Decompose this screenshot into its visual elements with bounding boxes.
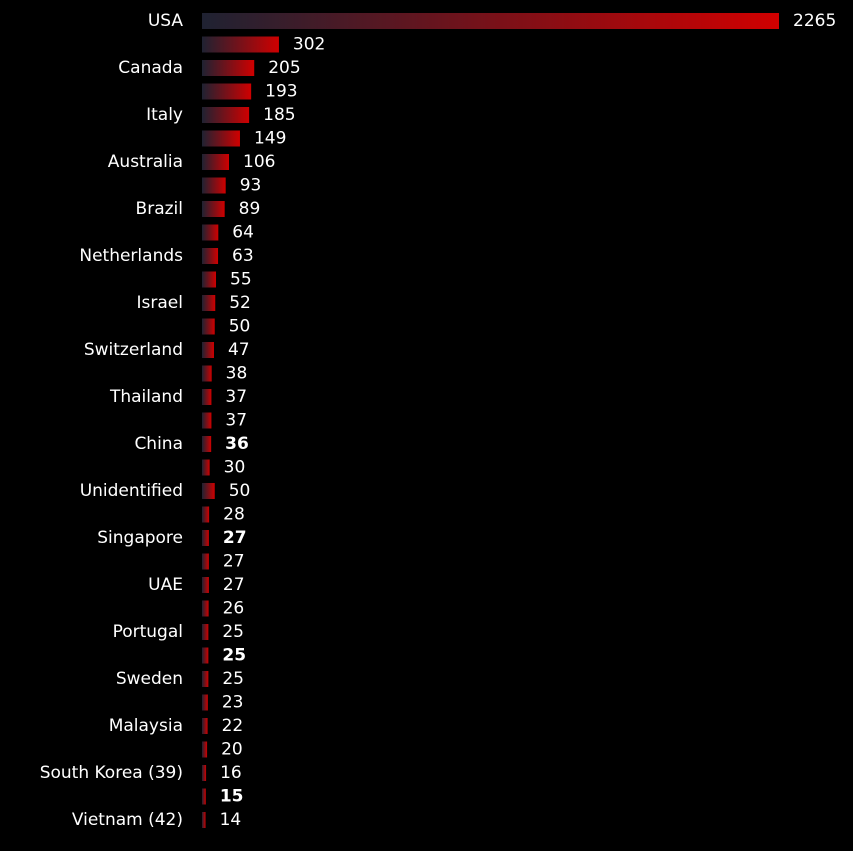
bar	[202, 506, 210, 523]
y-tick-label: Canada	[118, 58, 183, 78]
bar	[202, 624, 209, 640]
bar	[202, 412, 212, 429]
y-tick-label: Switzerland	[84, 340, 183, 360]
value-label: 27	[223, 528, 247, 548]
bar	[202, 365, 212, 382]
value-label: 26	[223, 599, 245, 619]
y-tick-label: Israel	[137, 293, 183, 313]
value-label: 14	[220, 810, 242, 830]
value-label: 50	[229, 317, 251, 337]
y-tick-label: USA	[148, 11, 184, 31]
value-label: 63	[232, 246, 254, 266]
value-label: 25	[222, 646, 246, 666]
y-tick-label: Australia	[108, 152, 183, 172]
value-label: 50	[229, 481, 251, 501]
bar	[202, 60, 255, 76]
bar	[202, 436, 212, 452]
value-label: 64	[232, 223, 254, 243]
value-label: 25	[222, 622, 244, 642]
value-label: 193	[265, 82, 297, 102]
bar	[202, 647, 209, 664]
value-label: 36	[225, 434, 249, 454]
bar	[202, 694, 208, 711]
bar	[202, 224, 219, 241]
y-tick-label: Thailand	[109, 387, 183, 407]
value-label: 52	[229, 293, 251, 313]
bar	[202, 765, 207, 781]
value-label: 38	[226, 364, 248, 384]
value-label: 149	[254, 129, 286, 149]
value-label: 37	[225, 387, 247, 407]
y-tick-label: China	[134, 434, 183, 454]
value-label: 23	[222, 693, 244, 713]
y-tick-label: South Korea (39)	[40, 763, 183, 783]
y-tick-label: Italy	[146, 105, 183, 125]
bar	[202, 83, 252, 100]
bar	[202, 788, 206, 805]
bar	[202, 530, 209, 546]
value-label: 16	[220, 763, 242, 783]
value-label: 28	[223, 505, 245, 525]
y-tick-label: Unidentified	[80, 481, 183, 501]
bar	[202, 718, 208, 734]
value-label: 20	[221, 740, 243, 760]
bar	[202, 130, 240, 147]
value-label: 205	[268, 58, 300, 78]
bar	[202, 271, 217, 288]
bar	[202, 154, 230, 170]
y-tick-label: Singapore	[97, 528, 183, 548]
bar	[202, 577, 209, 593]
bar	[202, 177, 226, 194]
value-label: 22	[222, 716, 244, 736]
bar	[202, 741, 208, 758]
value-label: 185	[263, 105, 295, 125]
value-label: 30	[224, 458, 246, 478]
bar	[202, 671, 209, 687]
bar	[202, 342, 214, 358]
bar	[202, 389, 212, 405]
bar	[202, 459, 210, 476]
value-label: 89	[239, 199, 261, 219]
y-tick-label: UAE	[148, 575, 183, 595]
value-label: 55	[230, 270, 252, 290]
bar	[202, 318, 215, 335]
value-label: 15	[220, 787, 244, 807]
value-label: 93	[240, 176, 262, 196]
y-tick-label: Brazil	[136, 199, 183, 219]
value-label: 2265	[793, 11, 836, 31]
bar	[202, 295, 216, 311]
value-label: 106	[243, 152, 275, 172]
bar	[202, 201, 225, 217]
bar	[202, 600, 209, 617]
value-label: 27	[223, 575, 245, 595]
bar	[202, 483, 215, 499]
value-label: 25	[222, 669, 244, 689]
y-tick-label: Malaysia	[109, 716, 183, 736]
y-tick-label: Sweden	[116, 669, 183, 689]
y-tick-label: Portugal	[113, 622, 183, 642]
bar	[202, 553, 209, 570]
bar	[202, 36, 279, 53]
value-label: 47	[228, 340, 250, 360]
bar	[202, 13, 779, 29]
y-tick-label: Vietnam (42)	[72, 810, 183, 830]
y-tick-label: Netherlands	[79, 246, 183, 266]
bar	[202, 248, 219, 264]
value-label: 37	[225, 411, 247, 431]
bar	[202, 107, 250, 123]
value-label: 27	[223, 552, 245, 572]
value-label: 302	[293, 35, 325, 55]
bar	[202, 812, 206, 828]
